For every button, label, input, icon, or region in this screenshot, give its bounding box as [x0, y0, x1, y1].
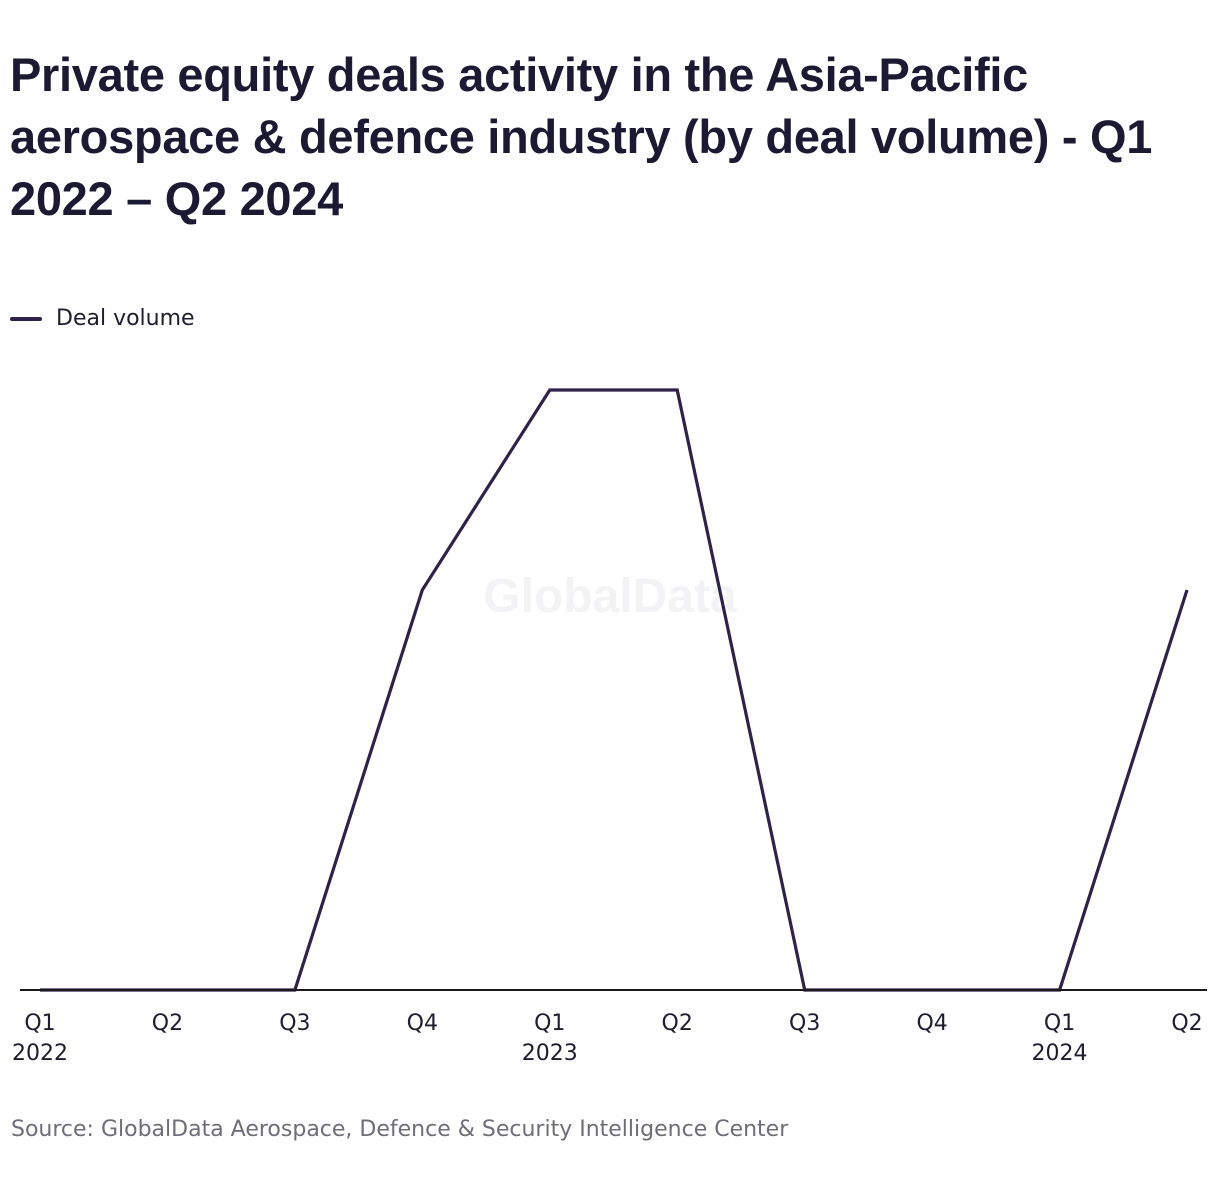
- x-tick-year-label: 2022: [12, 1041, 68, 1066]
- legend-label: Deal volume: [56, 306, 195, 331]
- x-tick-label: Q3: [789, 1011, 820, 1036]
- x-tick-label: Q1: [534, 1011, 565, 1036]
- series-group: [40, 388, 1189, 992]
- x-tick-label: Q2: [662, 1011, 693, 1036]
- x-tick-label: Q4: [916, 1011, 947, 1036]
- watermark: GlobalData: [483, 570, 737, 623]
- x-tick-label: Q1: [24, 1011, 55, 1036]
- x-tick-year-label: 2024: [1032, 1041, 1088, 1066]
- x-tick-label: Q4: [407, 1011, 438, 1036]
- x-tick-label: Q1: [1044, 1011, 1075, 1036]
- x-tick-label: Q2: [1171, 1011, 1202, 1036]
- x-tick-year-label: 2023: [522, 1041, 578, 1066]
- x-tick-label: Q2: [152, 1011, 183, 1036]
- source-note: Source: GlobalData Aerospace, Defence & …: [11, 1117, 789, 1142]
- legend: Deal volume: [10, 306, 195, 331]
- series-line-0: [40, 388, 1189, 992]
- chart-title: Private equity deals activity in the Asi…: [10, 48, 1153, 225]
- x-axis-ticks: Q1 2022 Q2 Q3 Q4 Q1 2023 Q2 Q3 Q4 Q1 2024 Q2: [12, 1011, 1203, 1066]
- x-tick-label: Q3: [279, 1011, 310, 1036]
- legend-swatch: [10, 316, 42, 321]
